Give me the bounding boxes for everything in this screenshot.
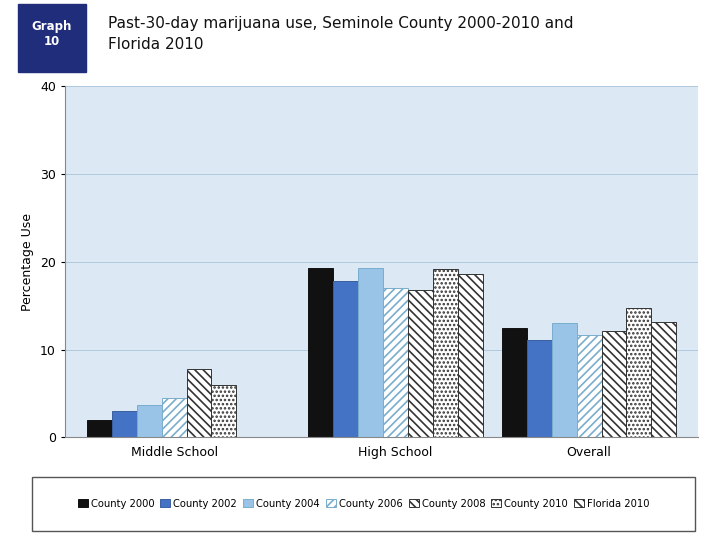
FancyBboxPatch shape <box>18 4 86 72</box>
Bar <box>383 288 408 437</box>
Bar <box>577 335 602 437</box>
Y-axis label: Percentage Use: Percentage Use <box>22 213 35 311</box>
Bar <box>112 411 137 437</box>
Text: Past-30-day marijuana use, Seminole County 2000-2010 and
Florida 2010: Past-30-day marijuana use, Seminole Coun… <box>108 16 574 52</box>
Bar <box>458 274 482 437</box>
Bar <box>87 420 112 437</box>
Bar <box>212 384 236 437</box>
Bar <box>308 268 333 437</box>
Bar <box>408 290 433 437</box>
Bar <box>502 328 527 437</box>
Bar <box>552 323 577 437</box>
Bar <box>137 405 161 437</box>
Bar <box>161 398 186 437</box>
FancyBboxPatch shape <box>32 477 695 531</box>
Bar <box>602 331 626 437</box>
Bar <box>527 340 552 437</box>
Bar <box>652 321 676 437</box>
Bar <box>433 269 458 437</box>
Text: Graph
10: Graph 10 <box>32 20 72 48</box>
Bar <box>186 369 212 437</box>
Legend: County 2000, County 2002, County 2004, County 2006, County 2008, County 2010, Fl: County 2000, County 2002, County 2004, C… <box>75 496 652 511</box>
Bar <box>358 268 383 437</box>
Bar <box>626 308 652 437</box>
Bar <box>333 281 358 437</box>
